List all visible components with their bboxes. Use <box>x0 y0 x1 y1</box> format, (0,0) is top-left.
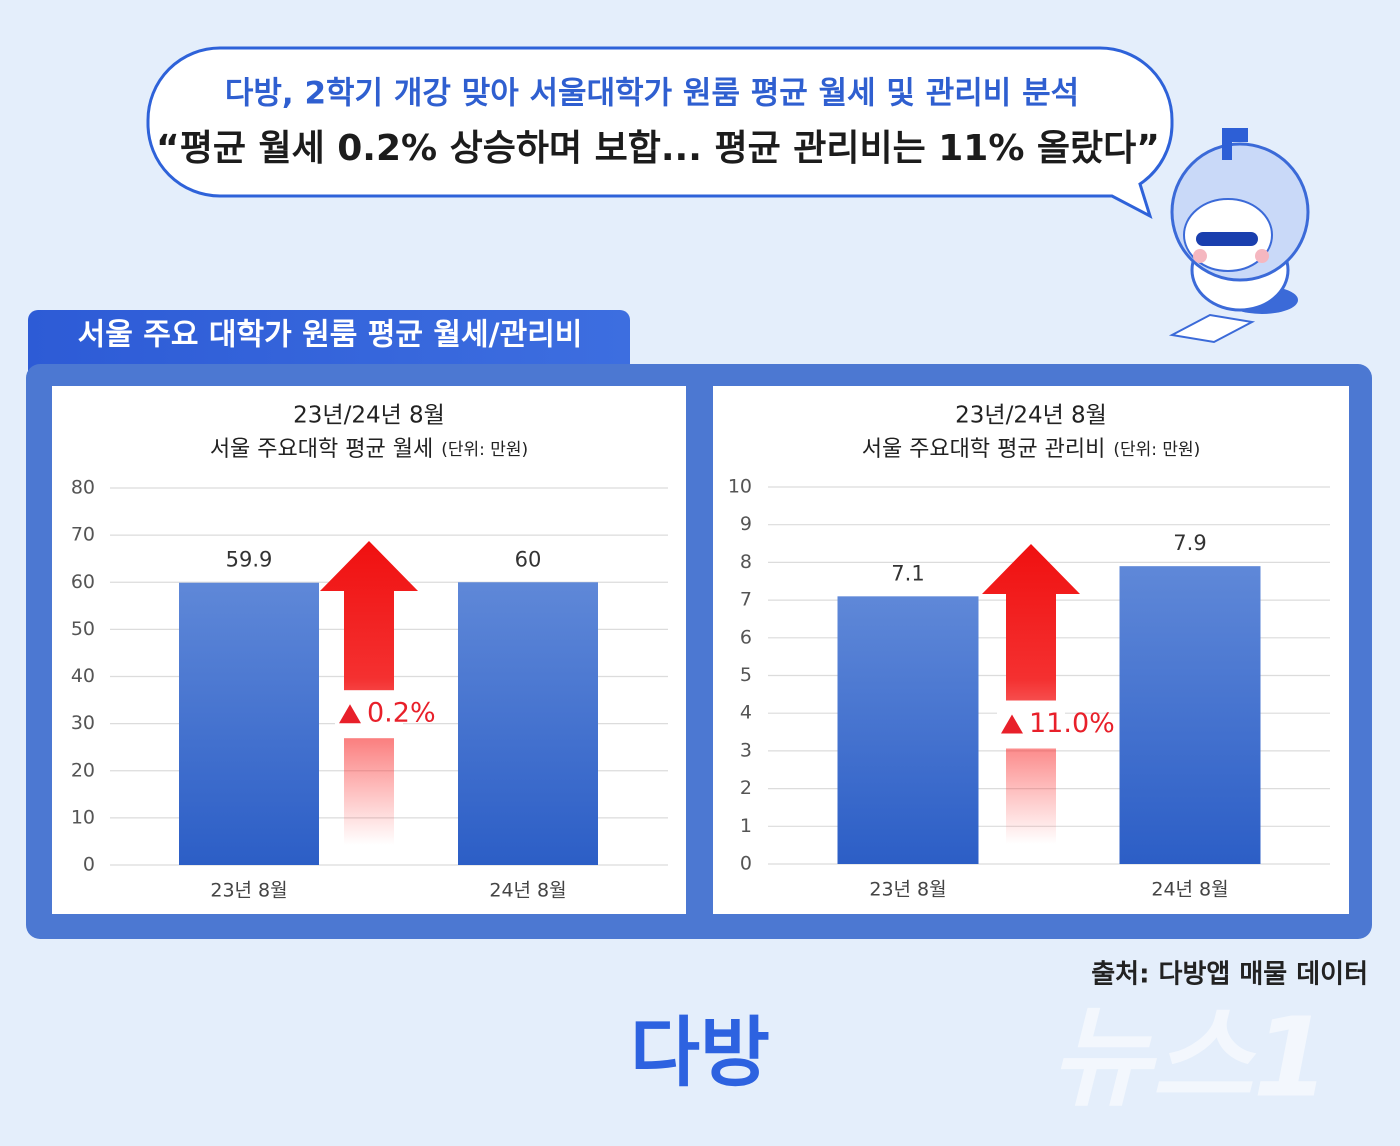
y-tick-label: 80 <box>71 477 95 499</box>
annotation: 0.2% <box>367 698 436 729</box>
header-line1: 다방, 2학기 개강 맞아 서울대학가 원룸 평균 월세 및 관리비 분석 <box>225 76 1079 112</box>
source: 출처: 다방앱 매물 데이터 <box>1091 960 1368 990</box>
y-tick-label: 1 <box>740 815 752 837</box>
value-label: 60 <box>515 547 542 571</box>
watermark: 뉴스1 <box>1051 993 1330 1121</box>
speech-bubble <box>146 46 1174 220</box>
y-tick-label: 40 <box>71 665 95 687</box>
mascot <box>1168 128 1310 344</box>
annotation-triangle <box>1001 714 1023 734</box>
x-tick-label: 23년 8월 <box>210 880 287 902</box>
logo: 다방 <box>630 1008 770 1097</box>
y-tick-label: 30 <box>71 712 95 734</box>
bar <box>1119 566 1261 864</box>
y-tick-label: 7 <box>740 589 752 611</box>
annotation: 11.0% <box>1029 708 1115 739</box>
value-label: 7.1 <box>891 561 924 585</box>
y-tick-label: 9 <box>740 513 752 535</box>
panel-title: 서울 주요 대학가 원룸 평균 월세/관리비 <box>78 318 583 353</box>
unit: (단위: 만원) <box>1113 440 1200 460</box>
y-tick-label: 0 <box>740 853 752 875</box>
y-tick-label: 20 <box>71 759 95 781</box>
y-tick-label: 0 <box>83 854 95 876</box>
value-label: 7.9 <box>1173 531 1206 555</box>
bar <box>179 582 319 865</box>
y-tick-label: 6 <box>740 626 752 648</box>
x-tick-label: 24년 8월 <box>489 880 566 902</box>
bar <box>837 596 979 864</box>
y-tick-label: 5 <box>740 664 752 686</box>
y-tick-label: 50 <box>71 618 95 640</box>
panel-tab <box>28 310 630 380</box>
header-line2: “평균 월세 0.2% 상승하며 보합... 평균 관리비는 11% 올랐다” <box>156 128 1160 169</box>
y-tick-label: 3 <box>740 739 752 761</box>
value-label: 59.9 <box>226 548 273 572</box>
subtitle: 서울 주요대학 평균 월세 <box>210 437 433 462</box>
y-tick-label: 10 <box>728 476 752 498</box>
y-tick-label: 2 <box>740 777 752 799</box>
annotation-triangle <box>339 704 361 724</box>
x-tick-label: 23년 8월 <box>869 879 946 901</box>
y-tick-label: 60 <box>71 571 95 593</box>
bar <box>458 582 598 865</box>
y-tick-label: 10 <box>71 806 95 828</box>
y-tick-label: 4 <box>740 702 752 724</box>
arrow <box>982 544 1080 844</box>
y-tick-label: 8 <box>740 551 752 573</box>
chart-subtitle: 서울 주요대학 평균 월세 (단위: 만원) <box>210 437 528 462</box>
chart-title: 23년/24년 8월 <box>955 403 1107 429</box>
x-tick-label: 24년 8월 <box>1151 879 1228 901</box>
chart-title: 23년/24년 8월 <box>293 403 445 429</box>
unit: (단위: 만원) <box>441 440 528 460</box>
chart-subtitle: 서울 주요대학 평균 관리비 (단위: 만원) <box>862 437 1201 462</box>
subtitle: 서울 주요대학 평균 관리비 <box>862 437 1106 462</box>
y-tick-label: 70 <box>71 524 95 546</box>
